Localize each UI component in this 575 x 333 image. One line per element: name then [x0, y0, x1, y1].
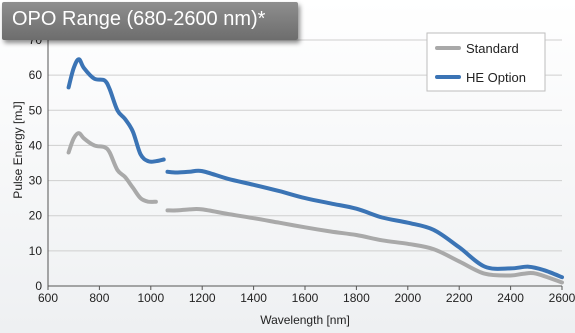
- x-tick-2000: 2000: [394, 291, 421, 305]
- x-tick-2400: 2400: [497, 291, 524, 305]
- x-axis-label: Wavelength [nm]: [260, 313, 350, 327]
- legend-label-he-option: HE Option: [466, 70, 526, 85]
- y-tick-30: 30: [29, 174, 43, 188]
- y-tick-60: 60: [29, 68, 43, 82]
- series-line-standard-segment-1: [66, 131, 158, 204]
- x-tick-1000: 1000: [137, 291, 164, 305]
- y-tick-40: 40: [29, 138, 43, 152]
- series-line-standard-segment-2: [165, 206, 564, 285]
- x-tick-2600: 2600: [549, 291, 575, 305]
- y-tick-20: 20: [29, 209, 43, 223]
- x-tick-1200: 1200: [189, 291, 216, 305]
- series-lines: [66, 57, 564, 285]
- y-tick-10: 10: [29, 244, 43, 258]
- y-axis-label: Pulse Energy [mJ]: [11, 101, 25, 198]
- x-tick-800: 800: [89, 291, 109, 305]
- series-line-he-option-segment-2: [165, 168, 564, 280]
- y-tick-0: 0: [35, 279, 42, 293]
- y-tick-50: 50: [29, 103, 43, 117]
- x-tick-1400: 1400: [240, 291, 267, 305]
- legend-box: [426, 32, 546, 92]
- x-tick-600: 600: [38, 291, 58, 305]
- series-line-he-option-segment-1: [66, 57, 166, 164]
- chart-title: OPO Range (680-2600 nm)*: [12, 8, 266, 30]
- x-tick-labels: 600 800 1000 1200 1400 1600 1800 2000 2200 2400 26…: [38, 286, 575, 305]
- x-tick-1800: 1800: [343, 291, 370, 305]
- x-tick-2200: 2200: [446, 291, 473, 305]
- legend-label-standard: Standard: [466, 41, 519, 56]
- x-tick-1600: 1600: [292, 291, 319, 305]
- legend: Standard HE Option: [426, 32, 546, 92]
- chart-title-banner: OPO Range (680-2600 nm)*: [2, 2, 298, 40]
